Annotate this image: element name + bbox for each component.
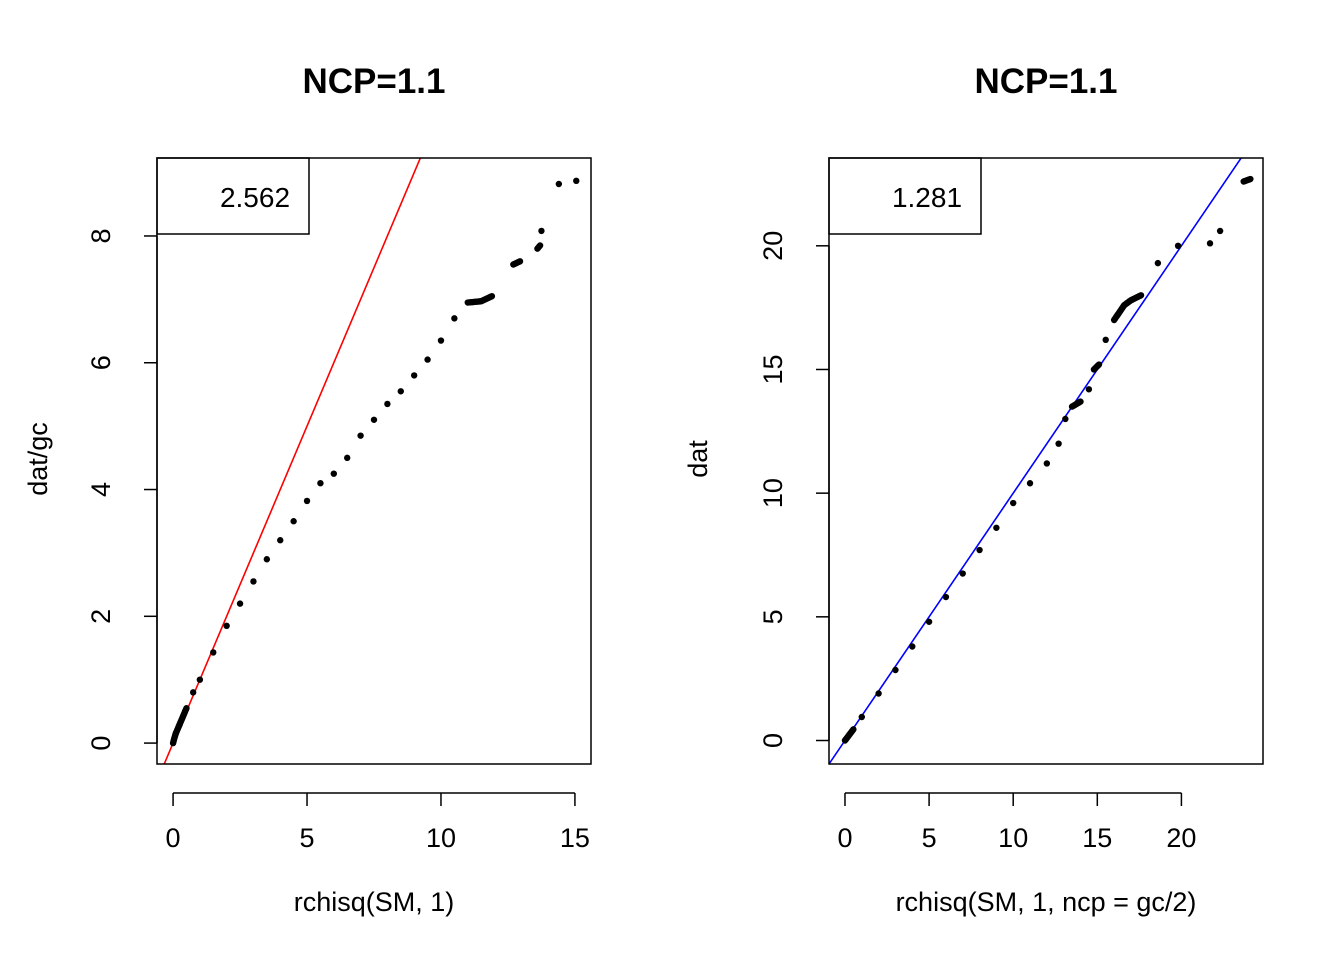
left-data-point bbox=[410, 372, 418, 379]
left-y-tick-label: 0 bbox=[86, 736, 116, 751]
left-data-point bbox=[330, 470, 338, 477]
left-data-point bbox=[210, 649, 217, 656]
right-y-tick-label: 15 bbox=[758, 354, 788, 384]
right-data-point bbox=[1095, 361, 1103, 368]
right-qq-panel: NCP=1.1 rchisq(SM, 1, ncp = gc/2) dat 0 5… bbox=[683, 62, 1264, 917]
left-data-point bbox=[397, 388, 404, 395]
left-data-point bbox=[573, 177, 580, 185]
left-data-point bbox=[555, 180, 563, 188]
right-y-tick-label: 0 bbox=[758, 733, 788, 748]
left-data-point bbox=[357, 432, 364, 439]
left-plot-frame bbox=[156, 157, 592, 765]
left-x-tick-label: 15 bbox=[560, 823, 590, 853]
right-data-point bbox=[1216, 227, 1224, 235]
right-x-tick-label: 10 bbox=[998, 823, 1028, 853]
left-data-point bbox=[317, 479, 324, 487]
left-data-point bbox=[424, 356, 431, 363]
left-data-point bbox=[236, 600, 244, 607]
left-plot-title: NCP=1.1 bbox=[303, 62, 446, 101]
left-reference-line bbox=[163, 158, 422, 764]
right-legend: 1.281 bbox=[828, 157, 982, 235]
left-data-point bbox=[451, 315, 458, 322]
right-data-point bbox=[1102, 336, 1109, 343]
left-legend-value: 2.562 bbox=[220, 182, 290, 213]
left-data-point bbox=[536, 242, 544, 249]
left-data-point bbox=[303, 497, 311, 505]
right-data-point bbox=[1154, 259, 1162, 267]
right-plot-title: NCP=1.1 bbox=[975, 62, 1118, 101]
left-data-point bbox=[384, 400, 391, 408]
right-x-tick-label: 0 bbox=[837, 823, 852, 853]
right-data-point bbox=[892, 666, 899, 674]
left-data-point bbox=[344, 454, 351, 462]
left-data-point bbox=[189, 689, 197, 696]
right-y-tick-label: 10 bbox=[758, 478, 788, 508]
right-x-tick-label: 15 bbox=[1082, 823, 1112, 853]
right-plot-frame bbox=[828, 157, 1264, 765]
right-data-point bbox=[1026, 480, 1034, 487]
left-data-point bbox=[223, 622, 230, 630]
right-data-point bbox=[942, 593, 950, 601]
left-y-tick-label: 6 bbox=[86, 355, 116, 370]
right-data-point bbox=[1247, 175, 1254, 183]
right-data-point bbox=[1174, 242, 1182, 250]
left-y-tick-label: 8 bbox=[86, 228, 116, 243]
left-data-point bbox=[538, 227, 545, 235]
left-qq-panel: NCP=1.1 rchisq(SM, 1) dat/gc 0 5 10 15 0 2 4 6 8… bbox=[23, 62, 592, 917]
right-data-point bbox=[858, 713, 866, 721]
right-data-point bbox=[993, 524, 1000, 531]
left-data-point bbox=[263, 556, 271, 563]
right-y-tick-label: 5 bbox=[758, 609, 788, 624]
right-x-tick-label: 20 bbox=[1166, 823, 1196, 853]
right-data-point bbox=[976, 546, 983, 554]
right-data-point bbox=[1009, 499, 1017, 507]
right-data-point bbox=[909, 643, 916, 650]
left-y-axis-label: dat/gc bbox=[23, 422, 53, 496]
right-y-axis-label: dat bbox=[683, 440, 713, 478]
left-data-point bbox=[516, 258, 524, 265]
left-x-tick-label: 0 bbox=[166, 823, 181, 853]
right-data-point bbox=[1206, 240, 1214, 247]
right-data-point bbox=[1043, 460, 1051, 467]
right-data-point bbox=[959, 570, 966, 577]
left-y-tick-label: 2 bbox=[86, 609, 116, 624]
left-x-axis-label: rchisq(SM, 1) bbox=[294, 887, 455, 917]
right-data-point bbox=[1055, 440, 1062, 447]
right-x-axis-label: rchisq(SM, 1, ncp = gc/2) bbox=[896, 887, 1197, 917]
right-data-point bbox=[875, 690, 882, 697]
right-data-point bbox=[1077, 398, 1084, 405]
left-data-point bbox=[488, 292, 496, 300]
left-data-point bbox=[370, 416, 378, 423]
left-x-tick-label: 10 bbox=[426, 823, 456, 853]
right-data-point bbox=[850, 726, 857, 733]
right-x-tick-label: 5 bbox=[922, 823, 937, 853]
left-legend: 2.562 bbox=[156, 157, 310, 235]
left-data-point bbox=[183, 705, 190, 712]
right-data-point bbox=[925, 618, 933, 625]
right-data-point bbox=[1137, 292, 1145, 299]
left-y-tick-label: 4 bbox=[86, 482, 116, 497]
left-data-point bbox=[250, 578, 257, 585]
left-x-tick-label: 5 bbox=[300, 823, 315, 853]
right-data-point bbox=[1085, 386, 1093, 393]
right-data-point bbox=[1062, 415, 1069, 423]
right-reference-line bbox=[829, 158, 1243, 764]
right-y-tick-label: 20 bbox=[758, 231, 788, 261]
left-data-point bbox=[290, 518, 297, 525]
left-data-point bbox=[437, 337, 445, 344]
left-data-point bbox=[196, 676, 204, 683]
left-data-point bbox=[277, 537, 284, 544]
right-legend-value: 1.281 bbox=[892, 182, 962, 213]
